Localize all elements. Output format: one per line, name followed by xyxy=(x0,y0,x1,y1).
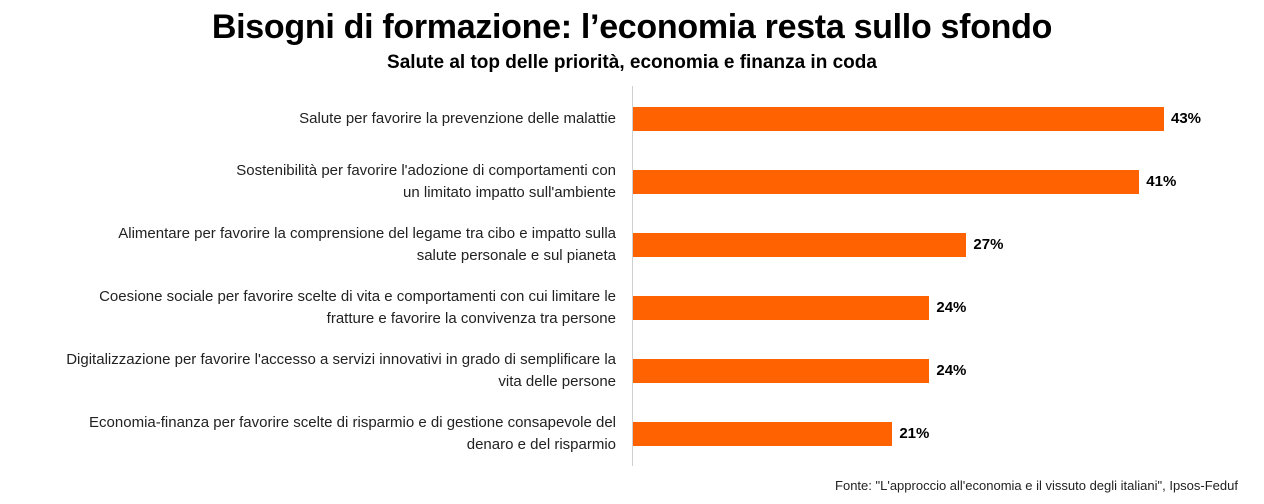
chart-title: Bisogni di formazione: l’economia resta … xyxy=(211,8,1053,46)
category-label: Salute per favorire la prevenzione delle… xyxy=(0,108,616,130)
data-label: 24% xyxy=(936,299,967,316)
data-label: 41% xyxy=(1146,173,1177,190)
category-label-line: Coesione sociale per favorire scelte di … xyxy=(99,288,616,305)
category-label-line: Digitalizzazione per favorire l'accesso … xyxy=(66,351,616,368)
category-label-line: fratture e favorire la convivenza tra pe… xyxy=(326,310,616,327)
bar xyxy=(633,296,930,320)
category-axis-line xyxy=(632,86,633,466)
category-label-line: Economia-finanza per favorire scelte di … xyxy=(89,414,616,431)
bar xyxy=(633,170,1140,194)
bar xyxy=(633,422,893,446)
category-label: Digitalizzazione per favorire l'accesso … xyxy=(0,349,616,393)
category-label-line: Salute per favorire la prevenzione delle… xyxy=(299,110,616,127)
source-note: Fonte: "L'approccio all'economia e il vi… xyxy=(835,478,1238,493)
data-label: 43% xyxy=(1171,110,1202,127)
category-label-line: Sostenibilità per favorire l'adozione di… xyxy=(236,162,616,179)
category-label: Economia-finanza per favorire scelte di … xyxy=(0,412,616,456)
bar xyxy=(633,233,967,257)
bar xyxy=(633,359,930,383)
category-label-line: vita delle persone xyxy=(498,373,616,390)
category-label-line: Alimentare per favorire la comprensione … xyxy=(118,225,616,242)
data-label: 21% xyxy=(899,425,930,442)
data-label: 24% xyxy=(936,362,967,379)
category-label: Alimentare per favorire la comprensione … xyxy=(0,223,616,267)
category-label: Sostenibilità per favorire l'adozione di… xyxy=(0,160,616,204)
category-label: Coesione sociale per favorire scelte di … xyxy=(0,286,616,330)
category-label-line: denaro e del risparmio xyxy=(466,436,616,453)
category-label-line: un limitato impatto sull'ambiente xyxy=(403,184,616,201)
bar xyxy=(633,107,1164,131)
data-label: 27% xyxy=(973,236,1004,253)
category-label-line: salute personale e sul pianeta xyxy=(416,247,616,264)
chart-subtitle: Salute al top delle priorità, economia e… xyxy=(387,52,877,73)
